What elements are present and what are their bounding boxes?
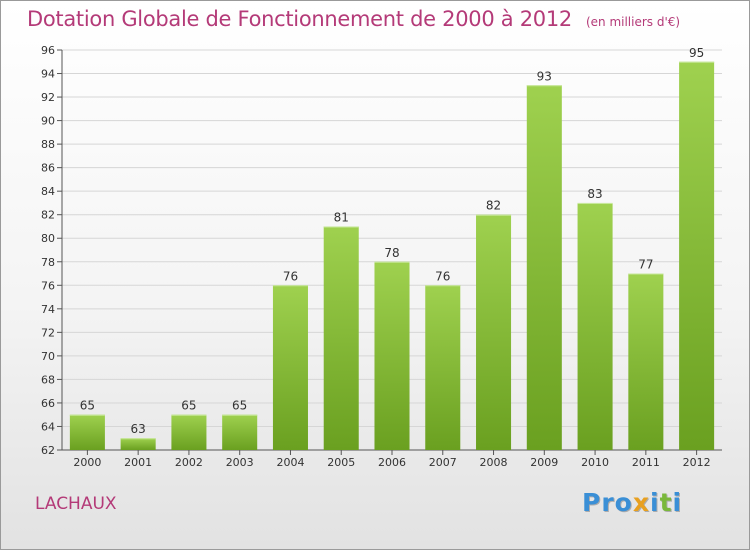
bar bbox=[120, 438, 156, 450]
logo-letter: P bbox=[582, 488, 602, 517]
bar bbox=[171, 414, 207, 450]
bar bbox=[679, 61, 715, 450]
bar bbox=[425, 285, 461, 450]
bar-value-label: 81 bbox=[334, 210, 349, 224]
y-tick-label: 78 bbox=[41, 256, 55, 269]
bar-value-label: 77 bbox=[638, 258, 653, 272]
bar-value-label: 76 bbox=[435, 269, 450, 283]
logo-letter: o bbox=[614, 488, 633, 517]
x-tick-label: 2000 bbox=[73, 456, 101, 469]
x-tick-label: 2006 bbox=[378, 456, 406, 469]
x-tick-label: 2011 bbox=[632, 456, 660, 469]
bar bbox=[476, 214, 512, 450]
x-tick-label: 2003 bbox=[226, 456, 254, 469]
x-tick-label: 2007 bbox=[429, 456, 457, 469]
bar-value-label: 78 bbox=[384, 246, 399, 260]
y-tick-label: 92 bbox=[41, 91, 55, 104]
y-tick-label: 80 bbox=[41, 232, 55, 245]
bar-value-label: 65 bbox=[232, 399, 247, 413]
y-tick-label: 82 bbox=[41, 209, 55, 222]
bar-value-label: 65 bbox=[80, 399, 95, 413]
bar bbox=[222, 414, 258, 450]
bar-value-label: 63 bbox=[131, 422, 146, 436]
bar-value-label: 95 bbox=[689, 46, 704, 60]
x-tick-label: 2001 bbox=[124, 456, 152, 469]
city-name: LACHAUX bbox=[35, 494, 117, 514]
bar bbox=[526, 85, 562, 450]
logo-letter: r bbox=[601, 488, 615, 517]
y-tick-label: 66 bbox=[41, 397, 55, 410]
y-tick-label: 94 bbox=[41, 68, 55, 81]
bar-value-label: 93 bbox=[537, 69, 552, 83]
y-tick-label: 64 bbox=[41, 420, 55, 433]
logo-letter: t bbox=[659, 488, 673, 517]
bar bbox=[374, 261, 410, 450]
x-axis: 2000 2001 2002 2003 2004 2005 2006 2007 2008 2009… bbox=[73, 450, 711, 469]
y-tick-label: 62 bbox=[41, 444, 55, 457]
y-tick-label: 88 bbox=[41, 138, 55, 151]
x-tick-label: 2010 bbox=[581, 456, 609, 469]
proxiti-logo: Proxiti bbox=[582, 488, 682, 517]
bars: 65 63 65 65 76 81 78 76 82 93 83 77 95 bbox=[69, 46, 715, 450]
x-tick-label: 2012 bbox=[683, 456, 711, 469]
y-tick-label: 76 bbox=[41, 279, 55, 292]
y-tick-label: 68 bbox=[41, 373, 55, 386]
bar-value-label: 65 bbox=[181, 399, 196, 413]
y-tick-label: 86 bbox=[41, 162, 55, 175]
bar-value-label: 83 bbox=[587, 187, 602, 201]
x-tick-label: 2005 bbox=[327, 456, 355, 469]
y-tick-label: 74 bbox=[41, 303, 55, 316]
bar bbox=[577, 202, 613, 450]
y-tick-label: 90 bbox=[41, 115, 55, 128]
x-tick-label: 2008 bbox=[480, 456, 508, 469]
x-tick-label: 2009 bbox=[530, 456, 558, 469]
y-tick-label: 84 bbox=[41, 185, 55, 198]
bar bbox=[323, 226, 359, 450]
y-tick-label: 96 bbox=[41, 44, 55, 57]
bar-value-label: 82 bbox=[486, 199, 501, 213]
chart-subtitle: (en milliers d'€) bbox=[585, 15, 681, 29]
bar bbox=[628, 273, 664, 450]
y-tick-label: 72 bbox=[41, 326, 55, 339]
chart-title: Dotation Globale de Fonctionnement de 20… bbox=[27, 7, 680, 31]
bar bbox=[69, 414, 105, 450]
logo-letter: i bbox=[650, 488, 660, 517]
logo-letter: i bbox=[672, 488, 683, 517]
bar-value-label: 76 bbox=[283, 269, 298, 283]
title-text: Dotation Globale de Fonctionnement de 20… bbox=[27, 7, 572, 31]
x-tick-label: 2004 bbox=[276, 456, 304, 469]
logo-letter: x bbox=[632, 488, 650, 517]
y-tick-label: 70 bbox=[41, 350, 55, 363]
bar bbox=[272, 285, 308, 450]
x-tick-label: 2002 bbox=[175, 456, 203, 469]
